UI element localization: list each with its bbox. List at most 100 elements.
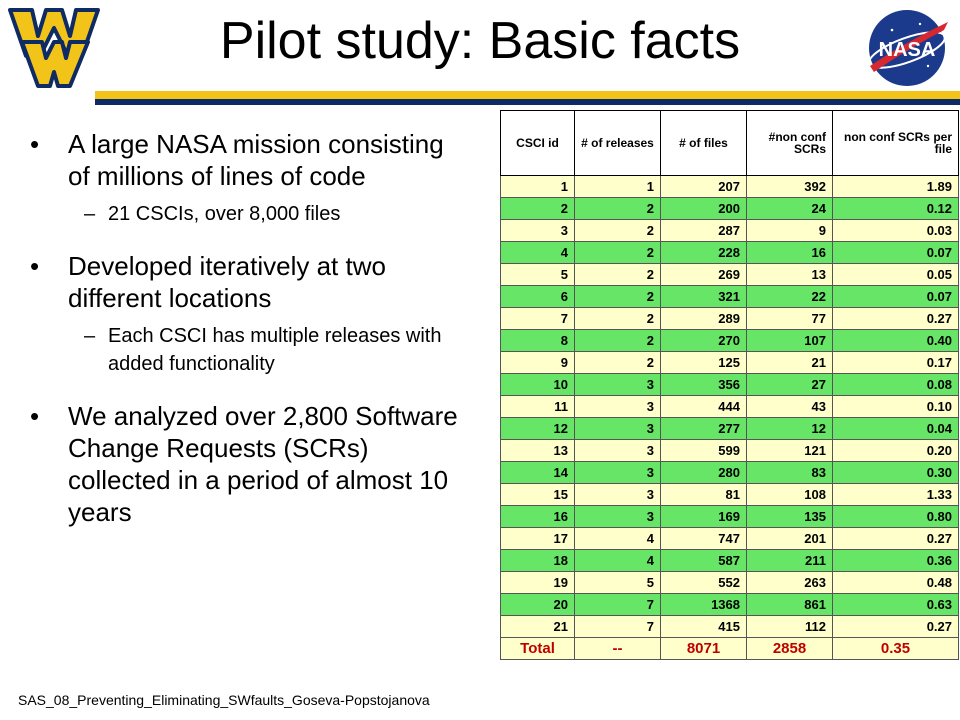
cell-releases: 3 — [574, 483, 661, 506]
table-body: 1 1 207 392 1.89 2 2 200 24 0.12 3 2 287 9 0.03 4 2 228 16… — [500, 175, 959, 660]
sub-bullet-dash: – — [84, 325, 96, 347]
cell-releases: 2 — [574, 263, 661, 286]
cell-csci-id: 9 — [500, 351, 575, 374]
sub-bullet-item: – Each CSCI has multiple releases with a… — [30, 322, 470, 378]
cell-releases: 3 — [574, 461, 661, 484]
cell-csci-id: 13 — [500, 439, 575, 462]
sub-bullet-text: Each CSCI has multiple releases with add… — [108, 325, 442, 375]
cell-nonconf-scrs: 12 — [746, 417, 833, 440]
cell-scrs-per-file: 0.05 — [832, 263, 959, 286]
cell-releases: 3 — [574, 505, 661, 528]
cell-releases: 7 — [574, 615, 661, 638]
cell-nonconf-scrs: 13 — [746, 263, 833, 286]
bullet-dot: • — [30, 129, 40, 159]
cell-csci-id: 15 — [500, 483, 575, 506]
cell-csci-id: 18 — [500, 549, 575, 572]
cell-nonconf-scrs: 263 — [746, 571, 833, 594]
cell-scrs-per-file: 0.07 — [832, 241, 959, 264]
sub-bullet-dash: – — [84, 203, 96, 225]
cell-csci-id: 3 — [500, 219, 575, 242]
cell-files: 200 — [660, 197, 747, 220]
cell-files: 356 — [660, 373, 747, 396]
total-cell-releases: -- — [574, 637, 661, 660]
cell-releases: 2 — [574, 241, 661, 264]
table-row: 15 3 81 108 1.33 — [500, 483, 959, 506]
cell-releases: 3 — [574, 439, 661, 462]
cell-releases: 7 — [574, 593, 661, 616]
cell-csci-id: 4 — [500, 241, 575, 264]
cell-scrs-per-file: 0.40 — [832, 329, 959, 352]
cell-files: 125 — [660, 351, 747, 374]
table-row: 16 3 169 135 0.80 — [500, 505, 959, 528]
cell-csci-id: 11 — [500, 395, 575, 418]
table-row: 8 2 270 107 0.40 — [500, 329, 959, 352]
cell-nonconf-scrs: 9 — [746, 219, 833, 242]
table-row: 18 4 587 211 0.36 — [500, 549, 959, 572]
total-cell-files: 8071 — [660, 637, 747, 660]
total-cell-csci-id: Total — [500, 637, 575, 660]
cell-scrs-per-file: 0.04 — [832, 417, 959, 440]
table-row: 13 3 599 121 0.20 — [500, 439, 959, 462]
cell-releases: 3 — [574, 373, 661, 396]
cell-scrs-per-file: 0.20 — [832, 439, 959, 462]
table-header-row: CSCI id # of releases # of files #non co… — [500, 110, 959, 176]
cell-files: 289 — [660, 307, 747, 330]
table-row: 19 5 552 263 0.48 — [500, 571, 959, 594]
table-row: 21 7 415 112 0.27 — [500, 615, 959, 638]
bullet-dot: • — [30, 401, 40, 431]
cell-scrs-per-file: 0.17 — [832, 351, 959, 374]
header-rule-blue — [95, 99, 960, 105]
cell-files: 415 — [660, 615, 747, 638]
header-rule-gold — [95, 91, 960, 99]
cell-csci-id: 7 — [500, 307, 575, 330]
cell-csci-id: 14 — [500, 461, 575, 484]
bullet-item: • Developed iteratively at two different… — [30, 250, 470, 314]
bullet-list: • A large NASA mission consisting of mil… — [30, 128, 470, 528]
cell-nonconf-scrs: 24 — [746, 197, 833, 220]
bullet-text: A large NASA mission consisting of milli… — [68, 129, 444, 191]
total-cell-scrs-per-file: 0.35 — [832, 637, 959, 660]
cell-scrs-per-file: 0.27 — [832, 527, 959, 550]
cell-nonconf-scrs: 392 — [746, 175, 833, 198]
cell-nonconf-scrs: 211 — [746, 549, 833, 572]
sub-bullet-text: 21 CSCIs, over 8,000 files — [108, 203, 341, 225]
table-row: 4 2 228 16 0.07 — [500, 241, 959, 264]
cell-scrs-per-file: 1.33 — [832, 483, 959, 506]
table-row: 9 2 125 21 0.17 — [500, 351, 959, 374]
cell-files: 287 — [660, 219, 747, 242]
cell-releases: 2 — [574, 197, 661, 220]
csci-table: CSCI id # of releases # of files #non co… — [500, 110, 959, 660]
cell-files: 81 — [660, 483, 747, 506]
cell-csci-id: 10 — [500, 373, 575, 396]
cell-scrs-per-file: 0.27 — [832, 307, 959, 330]
cell-nonconf-scrs: 43 — [746, 395, 833, 418]
header-scrs-per-file: non conf SCRs per file — [832, 110, 959, 176]
sub-bullet-item: – 21 CSCIs, over 8,000 files — [30, 200, 470, 228]
cell-files: 269 — [660, 263, 747, 286]
nasa-logo-text: NASA — [879, 39, 936, 61]
cell-scrs-per-file: 0.48 — [832, 571, 959, 594]
cell-scrs-per-file: 0.12 — [832, 197, 959, 220]
cell-releases: 4 — [574, 549, 661, 572]
cell-files: 599 — [660, 439, 747, 462]
cell-csci-id: 19 — [500, 571, 575, 594]
cell-nonconf-scrs: 83 — [746, 461, 833, 484]
cell-files: 587 — [660, 549, 747, 572]
cell-files: 1368 — [660, 593, 747, 616]
cell-nonconf-scrs: 21 — [746, 351, 833, 374]
header-releases: # of releases — [574, 110, 661, 176]
cell-csci-id: 1 — [500, 175, 575, 198]
cell-files: 444 — [660, 395, 747, 418]
table-row: 2 2 200 24 0.12 — [500, 197, 959, 220]
bullet-text: Developed iteratively at two different l… — [68, 251, 386, 313]
cell-csci-id: 17 — [500, 527, 575, 550]
cell-csci-id: 12 — [500, 417, 575, 440]
cell-nonconf-scrs: 77 — [746, 307, 833, 330]
cell-csci-id: 8 — [500, 329, 575, 352]
table-row: 17 4 747 201 0.27 — [500, 527, 959, 550]
table-row: 14 3 280 83 0.30 — [500, 461, 959, 484]
cell-scrs-per-file: 0.63 — [832, 593, 959, 616]
cell-scrs-per-file: 0.30 — [832, 461, 959, 484]
cell-scrs-per-file: 0.10 — [832, 395, 959, 418]
cell-releases: 2 — [574, 307, 661, 330]
